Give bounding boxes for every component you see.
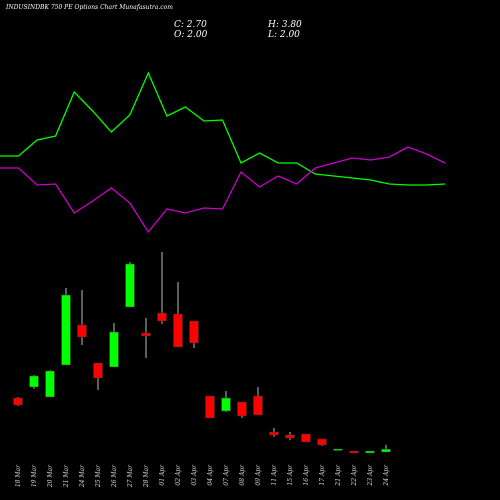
x-tick-label: 09 Apr	[255, 464, 262, 486]
candle-body	[301, 433, 311, 443]
candle-body	[221, 397, 231, 412]
candle-body	[13, 397, 23, 406]
x-tick-label: 02 Apr	[175, 464, 182, 486]
candle-body	[157, 312, 167, 322]
candle-body	[125, 263, 135, 308]
candle-body	[205, 395, 215, 419]
candle-body	[45, 370, 55, 398]
candle-body	[365, 450, 375, 454]
x-tick-label: 21 Apr	[335, 464, 342, 487]
candle-body	[173, 313, 183, 348]
x-tick-label: 08 Apr	[239, 464, 246, 486]
x-tick-label: 22 Apr	[351, 464, 358, 487]
ohlc-label: C: 2.70	[174, 20, 207, 30]
candle-body	[381, 448, 391, 453]
x-tick-label: 18 Mar	[15, 464, 22, 487]
ohlc-label: H: 3.80	[267, 20, 302, 30]
candle-body	[237, 401, 247, 417]
candle-body	[29, 375, 39, 388]
chart-title: INDUSINDBK 750 PE Options Chart Munafasu…	[5, 4, 173, 11]
candle-body	[285, 434, 295, 439]
candle-body	[333, 448, 343, 451]
x-tick-label: 21 Mar	[63, 464, 70, 488]
candle-body	[93, 362, 103, 379]
candle-body	[77, 324, 87, 338]
candle-body	[317, 438, 327, 446]
x-tick-label: 16 Apr	[303, 464, 310, 486]
candle-body	[61, 294, 71, 366]
x-tick-label: 04 Apr	[207, 464, 214, 486]
ohlc-label: O: 2.00	[174, 30, 208, 40]
x-tick-label: 07 Apr	[223, 464, 230, 486]
candle-body	[349, 450, 359, 454]
x-tick-label: 24 Apr	[383, 464, 390, 487]
candle-body	[269, 431, 279, 436]
candle-body	[141, 332, 151, 337]
x-tick-label: 03 Apr	[191, 464, 198, 486]
x-tick-label: 17 Apr	[319, 464, 326, 486]
candle-body	[109, 331, 119, 368]
x-tick-label: 28 Mar	[143, 464, 150, 488]
x-tick-label: 11 Apr	[271, 464, 278, 486]
x-tick-label: 20 Mar	[47, 464, 54, 488]
candle-body	[189, 320, 199, 344]
x-tick-label: 01 Apr	[159, 464, 166, 486]
x-tick-label: 24 Mar	[79, 464, 86, 488]
x-tick-label: 23 Apr	[367, 464, 374, 487]
x-tick-label: 27 Mar	[127, 464, 134, 488]
indicator-line	[0, 146, 446, 234]
indicator-line	[0, 71, 446, 186]
x-tick-label: 15 Apr	[287, 464, 294, 486]
x-tick-label: 19 Mar	[31, 464, 38, 487]
ohlc-label: L: 2.00	[267, 30, 300, 40]
x-tick-label: 26 Mar	[111, 464, 118, 488]
candle-body	[253, 395, 263, 416]
x-tick-label: 25 Mar	[95, 464, 102, 488]
